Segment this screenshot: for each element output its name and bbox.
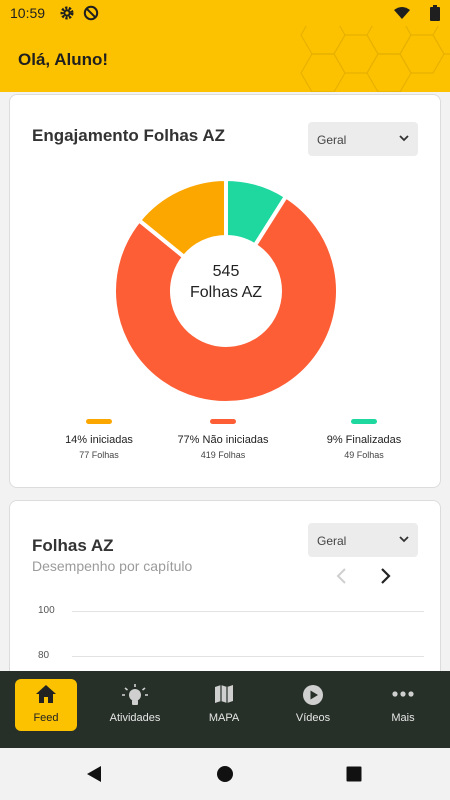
nav-item-feed[interactable]: Feed	[15, 679, 77, 731]
performance-card: Folhas AZ Desempenho por capítulo Geral …	[9, 500, 441, 671]
legend-label: 9% Finalizadas	[326, 434, 402, 446]
hexagon-pattern	[300, 26, 450, 92]
nav-item-videos[interactable]: Vídeos	[282, 679, 344, 731]
map-icon	[215, 685, 233, 703]
legend-count: 49 Folhas	[344, 450, 384, 460]
donut-center-label: 545 Folhas AZ	[160, 261, 292, 303]
app-header: Olá, Aluno!	[0, 26, 450, 92]
nav-item-mapa[interactable]: MAPA	[193, 679, 255, 731]
engagement-filter-select[interactable]: Geral	[308, 122, 418, 156]
gridline	[72, 656, 424, 657]
legend-label: 14% iniciadas	[65, 434, 133, 446]
chevron-right-icon[interactable]	[378, 567, 392, 585]
bottom-navigation: Feed Atividades MAPA Vídeos Mais	[0, 671, 450, 748]
at-sign-icon	[83, 5, 99, 21]
status-bar: 10:59	[0, 0, 450, 26]
engagement-card-title: Engajamento Folhas AZ	[32, 126, 226, 145]
home-button-icon[interactable]	[216, 765, 234, 783]
nav-item-mais[interactable]: Mais	[372, 679, 434, 731]
gear-icon	[60, 6, 74, 20]
nav-item-atividades[interactable]: Atividades	[104, 679, 166, 731]
feed-content[interactable]: Engajamento Folhas AZ Geral 545 Folhas A…	[0, 92, 450, 671]
system-navigation-bar	[0, 748, 450, 800]
engagement-card: Engajamento Folhas AZ Geral 545 Folhas A…	[9, 94, 441, 488]
play-icon	[303, 685, 323, 705]
performance-filter-select[interactable]: Geral	[308, 523, 418, 557]
chevron-down-icon	[399, 135, 409, 142]
donut-total-value: 545	[212, 263, 240, 280]
nav-label: Atividades	[109, 712, 161, 724]
chevron-down-icon	[399, 536, 409, 543]
battery-icon	[430, 5, 440, 21]
performance-card-subtitle: Desempenho por capítulo	[32, 558, 193, 574]
more-dots-icon	[392, 691, 414, 697]
chevron-left-icon[interactable]	[335, 567, 349, 585]
nav-label: Mais	[391, 712, 415, 724]
legend-swatch	[351, 419, 377, 424]
legend-swatch	[86, 419, 112, 424]
legend-item-nao-iniciadas: 77% Não iniciadas 419 Folhas	[153, 419, 293, 460]
legend-swatch	[210, 419, 236, 424]
engagement-filter-value: Geral	[317, 133, 347, 147]
recents-icon[interactable]	[346, 765, 362, 783]
y-tick-label: 80	[38, 650, 50, 661]
nav-label: Vídeos	[295, 712, 331, 724]
legend-label: 77% Não iniciadas	[177, 434, 269, 446]
legend-count: 77 Folhas	[79, 450, 119, 460]
donut-total-label: Folhas AZ	[189, 284, 263, 301]
nav-label: Feed	[33, 712, 59, 724]
back-icon[interactable]	[85, 765, 103, 783]
donut-slice-iniciadas	[136, 176, 228, 260]
home-icon	[36, 685, 56, 703]
performance-card-title: Folhas AZ	[32, 536, 114, 555]
donut-slice-não-iniciadas	[112, 193, 340, 405]
lightbulb-icon	[122, 684, 148, 705]
legend-item-iniciadas: 14% iniciadas 77 Folhas	[29, 419, 169, 460]
engagement-donut-chart	[112, 176, 340, 405]
legend-item-finalizadas: 9% Finalizadas 49 Folhas	[294, 419, 434, 460]
status-time: 10:59	[10, 5, 46, 21]
y-tick-label: 100	[38, 605, 55, 616]
legend-count: 419 Folhas	[200, 450, 246, 460]
greeting-title: Olá, Aluno!	[18, 50, 109, 69]
performance-filter-value: Geral	[317, 534, 347, 548]
nav-label: MAPA	[208, 712, 240, 724]
wifi-icon	[394, 7, 410, 19]
gridline	[72, 611, 424, 612]
